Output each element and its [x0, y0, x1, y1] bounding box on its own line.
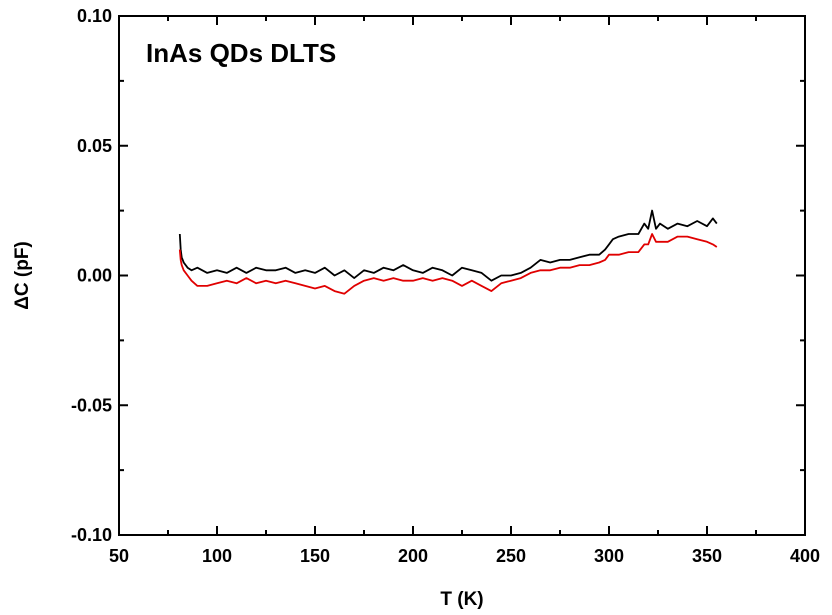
y-tick-label: 0.00: [77, 266, 112, 286]
plot-frame: [118, 15, 806, 536]
chart-title: InAs QDs DLTS: [146, 38, 336, 68]
y-axis-title: ΔC (pF): [12, 241, 33, 310]
x-tick-label: 50: [109, 546, 129, 566]
y-tick-label: -0.05: [71, 395, 112, 415]
labels-layer: 50 100 150 200 250 300 350 400 -0.10 -0.05 0.00 0.0…: [71, 6, 820, 566]
x-tick-label: 250: [496, 546, 526, 566]
y-tick-label: 0.10: [77, 6, 112, 26]
x-tick-label: 350: [692, 546, 722, 566]
x-tick-label: 300: [594, 546, 624, 566]
series-line-1: [178, 209, 718, 282]
y-tick-label: -0.10: [71, 525, 112, 545]
x-axis-title: T (K): [440, 589, 483, 610]
x-tick-label: 150: [300, 546, 330, 566]
y-tick-label: 0.05: [77, 136, 112, 156]
x-tick-label: 200: [398, 546, 428, 566]
x-tick-label: 400: [790, 546, 820, 566]
series-line-2: [178, 233, 718, 295]
ticks-layer: [118, 15, 806, 536]
series-layer: [178, 209, 718, 295]
x-tick-label: 100: [202, 546, 232, 566]
